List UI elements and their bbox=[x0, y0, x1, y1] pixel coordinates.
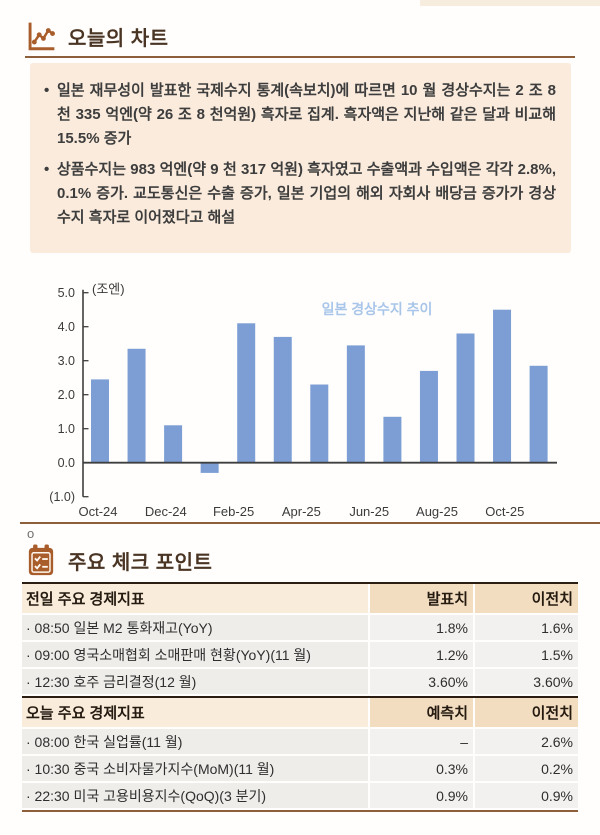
x-axis-tick-label: Apr-25 bbox=[282, 504, 321, 519]
x-axis-tick-label: Oct-25 bbox=[485, 504, 524, 519]
column-header-forecast: 예측치 bbox=[370, 698, 473, 727]
indicator-label: · 22:30 미국 고용비용지수(QoQ)(3 분기) bbox=[22, 783, 368, 808]
bar-Oct-25 bbox=[529, 365, 548, 463]
line-chart-icon bbox=[25, 19, 57, 53]
bar-Jul-25 bbox=[419, 370, 438, 463]
indicator-value-previous: 1.6% bbox=[475, 615, 578, 640]
x-axis-tick-label: Dec-24 bbox=[145, 504, 187, 519]
y-axis-tick-label: 3.0 bbox=[58, 354, 75, 368]
section-header-todays-chart: 오늘의 차트 bbox=[25, 18, 169, 54]
section-header-key-checkpoints: 주요 체크 포인트 bbox=[25, 542, 212, 578]
table-row: · 22:30 미국 고용비용지수(QoQ)(3 분기) 0.9% 0.9% bbox=[22, 783, 578, 808]
table-group-header-previous-day: 전일 주요 경제지표 발표치 이전치 bbox=[22, 582, 578, 613]
indicator-value-released: 1.8% bbox=[370, 615, 473, 640]
bar-May-25 bbox=[346, 345, 365, 463]
checklist-icon bbox=[25, 543, 57, 577]
indicator-value-previous: 3.60% bbox=[475, 669, 578, 694]
x-axis-tick-label: Jun-25 bbox=[349, 504, 389, 519]
indicator-label: · 08:00 한국 실업률(11 월) bbox=[22, 729, 368, 754]
indicator-label: · 08:50 일본 M2 통화재고(YoY) bbox=[22, 615, 368, 640]
y-axis-tick-label: (1.0) bbox=[49, 490, 75, 504]
section-title-todays-chart: 오늘의 차트 bbox=[68, 27, 169, 50]
indicator-value-previous: 0.9% bbox=[475, 783, 578, 808]
header-rule bbox=[25, 56, 575, 58]
chart-title: 일본 경상수지 추이 bbox=[322, 301, 433, 317]
bar-Mar-25 bbox=[273, 336, 292, 463]
x-axis-tick-label: Aug-25 bbox=[416, 504, 458, 519]
indicator-value-released: 3.60% bbox=[370, 669, 473, 694]
column-header-released: 발표치 bbox=[370, 584, 473, 613]
y-axis-tick-label: 2.0 bbox=[58, 388, 75, 402]
column-header-previous: 이전치 bbox=[475, 584, 578, 613]
bar-Apr-25 bbox=[310, 384, 329, 463]
table-row: · 12:30 호주 금리결정(12 월) 3.60% 3.60% bbox=[22, 669, 578, 694]
y-axis-tick-label: 1.0 bbox=[58, 422, 75, 436]
bar-Sep-25 bbox=[493, 309, 512, 463]
bar-chart-japan-current-account: 5.0 4.0 3.0 2.0 1.0 0.0 (1.0) (조엔) Oct-24 Dec-24 F… bbox=[49, 282, 557, 519]
economic-indicators-table: 전일 주요 경제지표 발표치 이전치 · 08:50 일본 M2 통화재고(Yo… bbox=[22, 582, 578, 812]
table-row: · 09:00 영국소매협회 소매판매 현황(YoY)(11 월) 1.2% 1… bbox=[22, 642, 578, 667]
indicator-value-previous: 0.2% bbox=[475, 756, 578, 781]
indicator-value-forecast: – bbox=[370, 729, 473, 754]
column-header-previous: 이전치 bbox=[475, 698, 578, 727]
x-axis-tick-label: Oct-24 bbox=[78, 504, 117, 519]
table-bottom-rule bbox=[22, 810, 578, 812]
bar-Oct-24 bbox=[91, 379, 109, 463]
group-header-label: 전일 주요 경제지표 bbox=[22, 584, 368, 613]
group-header-label: 오늘 주요 경제지표 bbox=[22, 698, 368, 727]
indicator-label: · 10:30 중국 소비자물가지수(MoM)(11 월) bbox=[22, 756, 368, 781]
y-axis-tick-label: 4.0 bbox=[58, 320, 75, 334]
indicator-value-previous: 2.6% bbox=[475, 729, 578, 754]
indicator-value-released: 1.2% bbox=[370, 642, 473, 667]
bar-Dec-24 bbox=[164, 425, 183, 463]
bar-Feb-25 bbox=[237, 323, 256, 463]
y-axis-unit-label: (조엔) bbox=[92, 282, 125, 297]
bar-Jun-25 bbox=[383, 416, 402, 463]
table-row: · 10:30 중국 소비자물가지수(MoM)(11 월) 0.3% 0.2% bbox=[22, 756, 578, 781]
y-axis-tick-label: 5.0 bbox=[58, 286, 75, 300]
indicator-value-forecast: 0.9% bbox=[370, 783, 473, 808]
indicator-value-previous: 1.5% bbox=[475, 642, 578, 667]
summary-bullet-2: 상품수지는 983 억엔(약 9 천 317 억원) 흑자였고 수출액과 수입액… bbox=[44, 158, 556, 230]
x-axis-tick-label: Feb-25 bbox=[213, 504, 254, 519]
summary-bullet-1: 일본 재무성이 발표한 국제수지 통계(속보치)에 따르면 10 월 경상수지는… bbox=[44, 79, 556, 151]
bar-Aug-25 bbox=[456, 333, 475, 463]
indicator-label: · 09:00 영국소매협회 소매판매 현황(YoY)(11 월) bbox=[22, 642, 368, 667]
table-row: · 08:50 일본 M2 통화재고(YoY) 1.8% 1.6% bbox=[22, 615, 578, 640]
indicator-label: · 12:30 호주 금리결정(12 월) bbox=[22, 669, 368, 694]
indicator-value-forecast: 0.3% bbox=[370, 756, 473, 781]
stray-marker: o bbox=[27, 526, 35, 541]
top-edge-artifact bbox=[420, 0, 600, 6]
table-group-header-today: 오늘 주요 경제지표 예측치 이전치 bbox=[22, 696, 578, 727]
section-divider-rule bbox=[20, 522, 600, 524]
bar-Nov-24 bbox=[127, 348, 146, 463]
y-axis-tick-label: 0.0 bbox=[58, 456, 75, 470]
bar-Jan-25 bbox=[200, 462, 219, 473]
section-title-key-checkpoints: 주요 체크 포인트 bbox=[68, 551, 213, 574]
summary-box: 일본 재무성이 발표한 국제수지 통계(속보치)에 따르면 10 월 경상수지는… bbox=[30, 63, 571, 253]
table-row: · 08:00 한국 실업률(11 월) – 2.6% bbox=[22, 729, 578, 754]
